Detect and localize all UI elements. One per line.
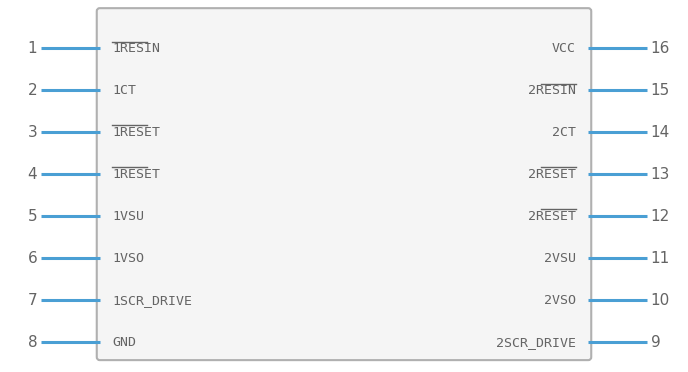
Text: 1VSU: 1VSU	[112, 210, 144, 223]
Text: 2: 2	[28, 83, 37, 98]
FancyBboxPatch shape	[97, 8, 591, 360]
Text: 1SCR_DRIVE: 1SCR_DRIVE	[112, 294, 192, 307]
Text: GND: GND	[112, 336, 136, 349]
Text: 2VSU: 2VSU	[544, 252, 576, 265]
Text: 8: 8	[28, 335, 37, 350]
Text: 14: 14	[651, 125, 670, 140]
Text: 1RESIN: 1RESIN	[112, 42, 160, 55]
Text: VCC: VCC	[552, 42, 576, 55]
Text: 5: 5	[28, 209, 37, 224]
Text: 1CT: 1CT	[112, 84, 136, 97]
Text: 7: 7	[28, 293, 37, 308]
Text: 11: 11	[651, 251, 670, 266]
Text: 2RESIN: 2RESIN	[528, 84, 576, 97]
Text: 9: 9	[651, 335, 660, 350]
Text: 1RESET: 1RESET	[112, 126, 160, 139]
Text: 2RESET: 2RESET	[528, 168, 576, 181]
Text: 2RESET: 2RESET	[528, 210, 576, 223]
Text: 2VSO: 2VSO	[544, 294, 576, 307]
Text: 1: 1	[28, 41, 37, 56]
Text: 1RESET: 1RESET	[112, 168, 160, 181]
Text: 6: 6	[28, 251, 37, 266]
Text: 1VSO: 1VSO	[112, 252, 144, 265]
Text: 3: 3	[28, 125, 37, 140]
Text: 15: 15	[651, 83, 670, 98]
Text: 2SCR_DRIVE: 2SCR_DRIVE	[496, 336, 576, 349]
Text: 12: 12	[651, 209, 670, 224]
Text: 13: 13	[651, 167, 670, 182]
Text: 10: 10	[651, 293, 670, 308]
Text: 4: 4	[28, 167, 37, 182]
Text: 16: 16	[651, 41, 670, 56]
Text: 2CT: 2CT	[552, 126, 576, 139]
